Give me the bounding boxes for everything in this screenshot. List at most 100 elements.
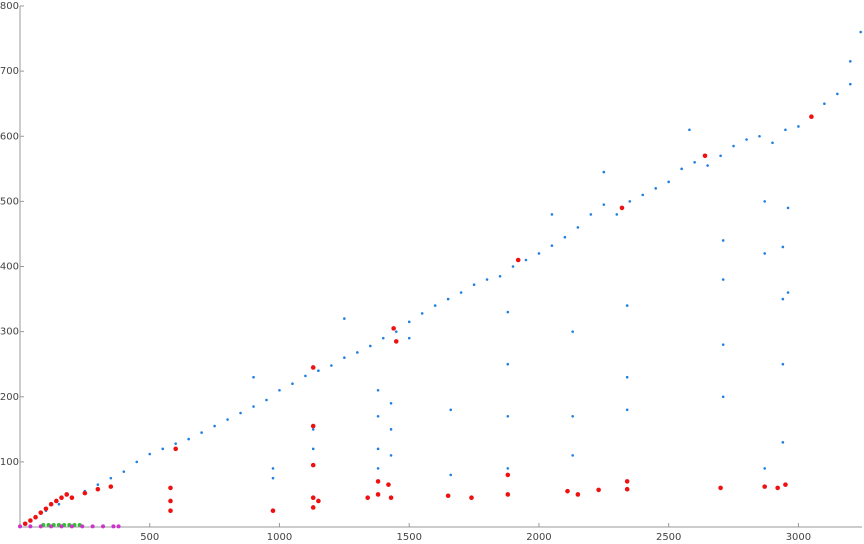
point — [702, 153, 708, 159]
point — [571, 454, 574, 457]
point — [571, 330, 574, 333]
point — [168, 498, 173, 504]
point — [797, 125, 800, 128]
x-tick-label: 1000 — [267, 532, 292, 543]
point — [472, 283, 476, 287]
point — [391, 326, 396, 331]
point — [732, 144, 735, 148]
point — [721, 239, 725, 242]
point — [469, 495, 474, 500]
point — [18, 524, 22, 529]
point — [343, 356, 346, 359]
point — [64, 492, 70, 497]
point — [111, 524, 116, 529]
point — [393, 339, 399, 344]
y-tick-label: 200 — [0, 392, 19, 403]
y-tick-label: 800 — [0, 1, 19, 12]
point — [449, 473, 453, 477]
point — [771, 141, 774, 145]
point — [459, 291, 463, 294]
y-tick-label: 100 — [0, 457, 19, 468]
point — [22, 521, 28, 527]
point — [693, 161, 696, 164]
point — [80, 524, 85, 529]
point — [619, 205, 625, 211]
point — [809, 114, 814, 120]
point — [628, 200, 632, 203]
point — [38, 524, 43, 529]
point — [654, 187, 658, 190]
point — [781, 245, 785, 249]
point — [381, 336, 385, 340]
point — [718, 485, 723, 491]
point — [168, 508, 173, 514]
point — [270, 508, 276, 514]
point — [48, 501, 54, 507]
point — [376, 447, 380, 451]
point — [376, 467, 380, 470]
point — [135, 460, 139, 464]
point — [859, 30, 863, 34]
point — [550, 213, 554, 216]
point — [96, 483, 100, 486]
point — [239, 411, 242, 415]
point — [265, 398, 268, 402]
point — [781, 362, 785, 366]
point — [271, 467, 275, 470]
point — [304, 374, 307, 378]
point — [365, 495, 370, 500]
point — [375, 492, 381, 497]
point — [375, 479, 381, 484]
point — [505, 492, 511, 497]
point — [786, 291, 790, 294]
point — [316, 498, 321, 504]
y-tick-label: 300 — [0, 327, 19, 338]
point — [54, 498, 59, 504]
point — [763, 252, 766, 255]
point — [823, 102, 826, 105]
point — [624, 486, 630, 492]
point — [781, 297, 785, 301]
point — [386, 482, 391, 487]
point — [602, 170, 606, 174]
point — [511, 265, 515, 268]
point — [641, 193, 645, 197]
point — [719, 154, 722, 158]
point — [758, 134, 761, 138]
point — [278, 388, 281, 392]
point — [721, 343, 725, 346]
point — [721, 395, 725, 399]
point — [310, 495, 316, 500]
x-tick-label: 2500 — [656, 532, 681, 543]
point — [310, 505, 316, 510]
point — [565, 488, 570, 494]
point — [515, 257, 521, 263]
point — [310, 365, 316, 370]
point — [161, 447, 165, 451]
point — [589, 213, 593, 216]
point — [407, 336, 411, 340]
point — [836, 92, 839, 96]
point — [571, 414, 574, 418]
point — [688, 128, 691, 132]
point — [485, 278, 489, 281]
point — [786, 206, 790, 210]
y-tick-label: 600 — [0, 131, 19, 142]
point — [310, 423, 316, 429]
point — [783, 482, 788, 487]
point — [173, 446, 178, 452]
point — [252, 375, 255, 379]
point — [506, 310, 510, 314]
point — [624, 479, 630, 484]
point — [330, 364, 333, 367]
point — [506, 467, 510, 470]
point — [762, 484, 767, 489]
point — [537, 252, 541, 255]
point — [596, 487, 601, 493]
point — [213, 424, 216, 428]
point — [625, 408, 629, 412]
point — [168, 485, 173, 491]
point — [407, 320, 411, 324]
